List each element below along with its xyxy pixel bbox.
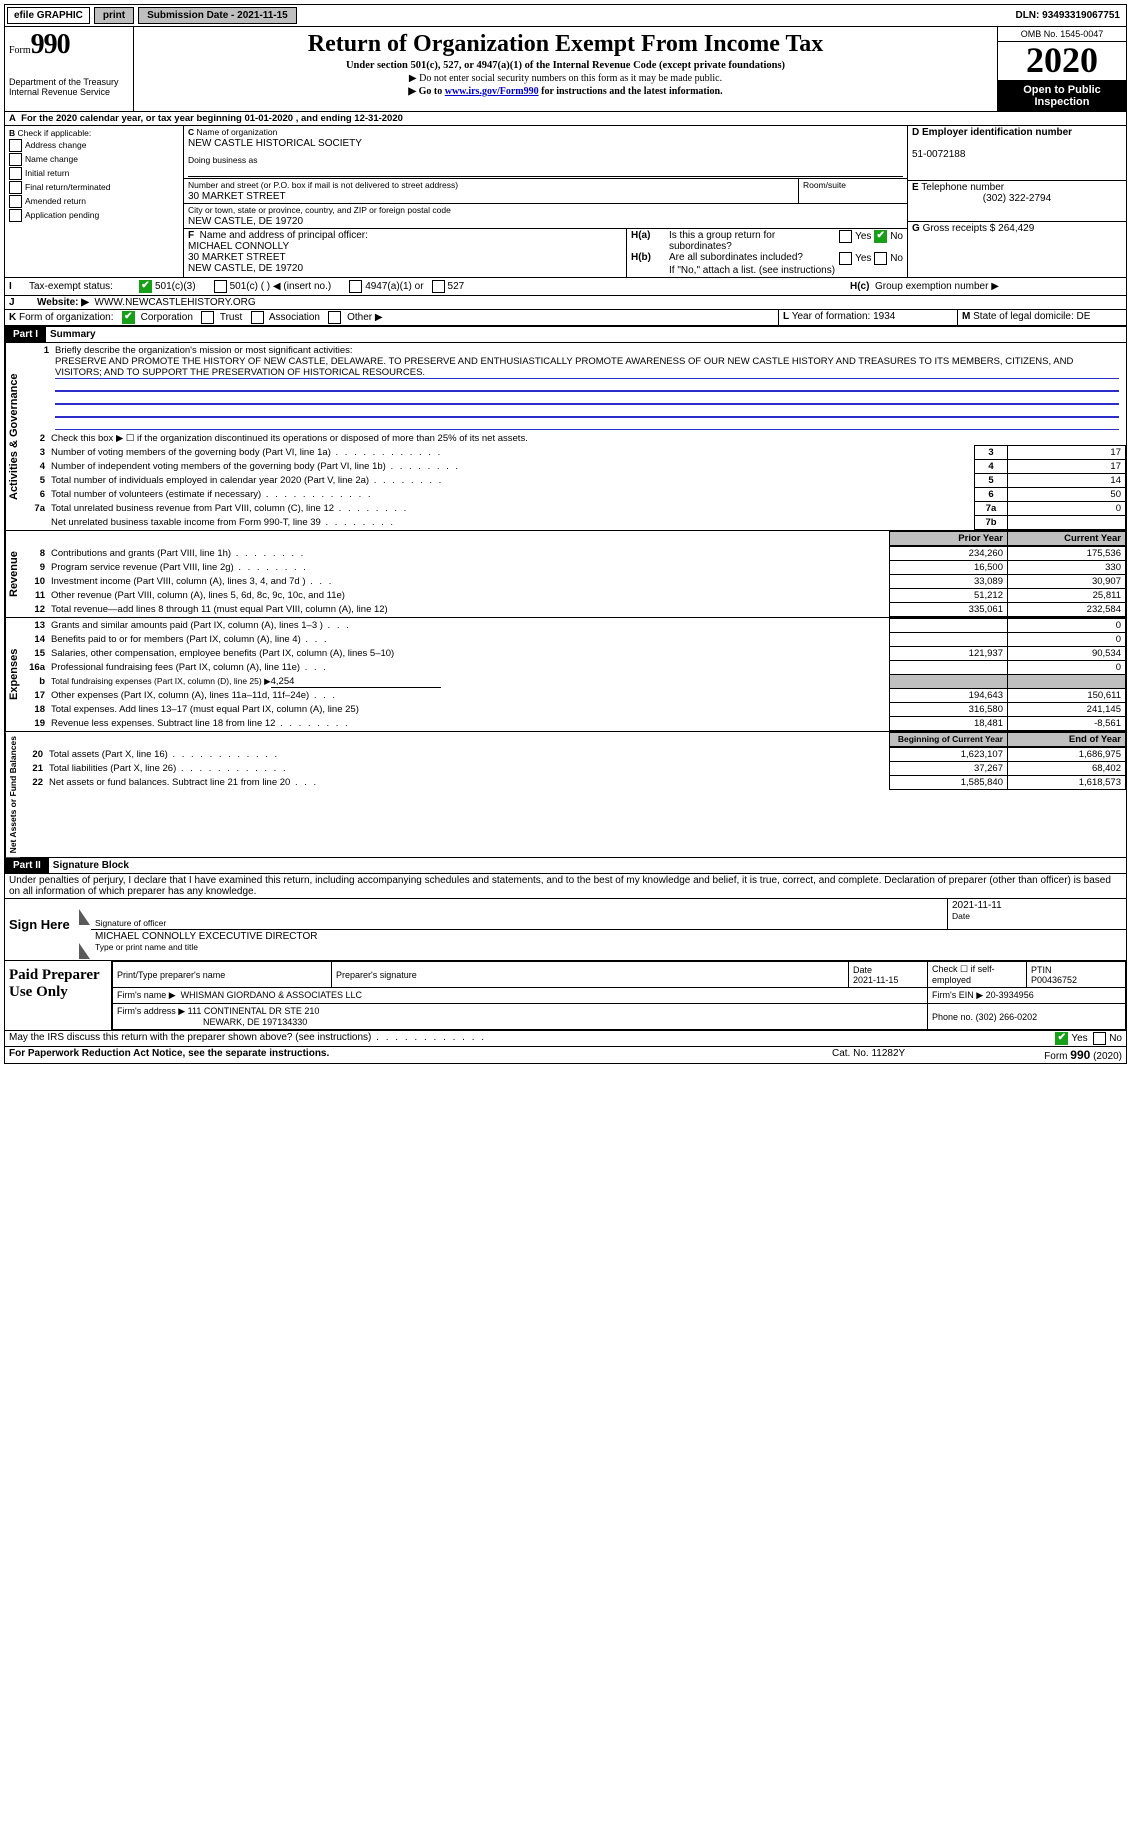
expenses-section: Expenses 13Grants and similar amounts pa…: [5, 617, 1126, 731]
governance-section: Activities & Governance 1 Briefly descri…: [5, 343, 1126, 530]
org-street: 30 MARKET STREET: [188, 191, 286, 202]
form-header: Form990 Department of the Treasury Inter…: [5, 27, 1126, 112]
box-c: C Name of organization NEW CASTLE HISTOR…: [184, 126, 907, 277]
website-row: J Website: ▶ WWW.NEWCASTLEHISTORY.ORG: [5, 296, 1126, 310]
discuss-row: May the IRS discuss this return with the…: [5, 1031, 1126, 1047]
paid-preparer-block: Paid Preparer Use Only Print/Type prepar…: [5, 961, 1126, 1031]
period-line-a: A For the 2020 calendar year, or tax yea…: [5, 112, 1126, 126]
open-to-public: Open to Public Inspection: [998, 81, 1126, 111]
form-title: Return of Organization Exempt From Incom…: [138, 31, 993, 58]
perjury-declaration: Under penalties of perjury, I declare th…: [5, 874, 1126, 899]
box-d-e-g: D Employer identification number 51-0072…: [907, 126, 1126, 277]
irs-link[interactable]: www.irs.gov/Form990: [445, 86, 539, 97]
sign-here-block: Sign Here Signature of officer 2021-11-1…: [5, 899, 1126, 961]
expenses-tab: Expenses: [5, 618, 22, 731]
tax-year: 2020: [998, 42, 1126, 81]
print-button[interactable]: print: [94, 7, 134, 24]
governance-tab: Activities & Governance: [5, 343, 22, 530]
note-goto: ▶ Go to www.irs.gov/Form990 for instruct…: [138, 86, 993, 97]
box-b: B Check if applicable: Address change Na…: [5, 126, 184, 277]
netassets-section: Net Assets or Fund Balances Beginning of…: [5, 731, 1126, 857]
dln-label: DLN: 93493319067751: [1015, 10, 1126, 21]
entity-block: B Check if applicable: Address change Na…: [5, 126, 1126, 277]
org-name: NEW CASTLE HISTORICAL SOCIETY: [188, 138, 362, 149]
part2-header: Part IISignature Block: [5, 857, 1126, 874]
dept-treasury: Department of the Treasury: [9, 77, 129, 87]
footer: For Paperwork Reduction Act Notice, see …: [5, 1047, 1126, 1063]
tax-exempt-status-row: I Tax-exempt status: ✔ 501(c)(3) 501(c) …: [5, 277, 1126, 296]
gross-receipts: 264,429: [998, 223, 1034, 234]
form-990-logo: Form990: [9, 29, 129, 61]
topbar: efile GRAPHIC print Submission Date - 20…: [5, 5, 1126, 27]
ein: 51-0072188: [912, 149, 965, 160]
mission-text: PRESERVE AND PROMOTE THE HISTORY OF NEW …: [55, 356, 1073, 378]
revenue-section: Revenue b Prior Year Current Year 8Contr…: [5, 530, 1126, 617]
efile-graphic-box: efile GRAPHIC: [7, 7, 90, 24]
website-url: WWW.NEWCASTLEHISTORY.ORG: [95, 297, 256, 308]
501c3-checkbox[interactable]: ✔: [139, 280, 152, 293]
submission-date-box: Submission Date - 2021-11-15: [138, 7, 297, 24]
note-ssn: ▶ Do not enter social security numbers o…: [138, 73, 993, 84]
phone: (302) 322-2794: [912, 193, 1122, 204]
k-l-m-row: K Form of organization: ✔ Corporation Tr…: [5, 310, 1126, 326]
form-page: efile GRAPHIC print Submission Date - 20…: [4, 4, 1127, 1064]
box-h: H(a)Is this a group return for subordina…: [627, 229, 907, 277]
box-f: F Name and address of principal officer:…: [184, 229, 627, 277]
revenue-tab: Revenue: [5, 531, 22, 617]
netassets-tab: Net Assets or Fund Balances: [5, 732, 20, 857]
org-city: NEW CASTLE, DE 19720: [188, 216, 303, 227]
irs-label: Internal Revenue Service: [9, 87, 129, 97]
form-subtitle: Under section 501(c), 527, or 4947(a)(1)…: [138, 60, 993, 71]
part1-header: Part ISummary: [5, 326, 1126, 343]
